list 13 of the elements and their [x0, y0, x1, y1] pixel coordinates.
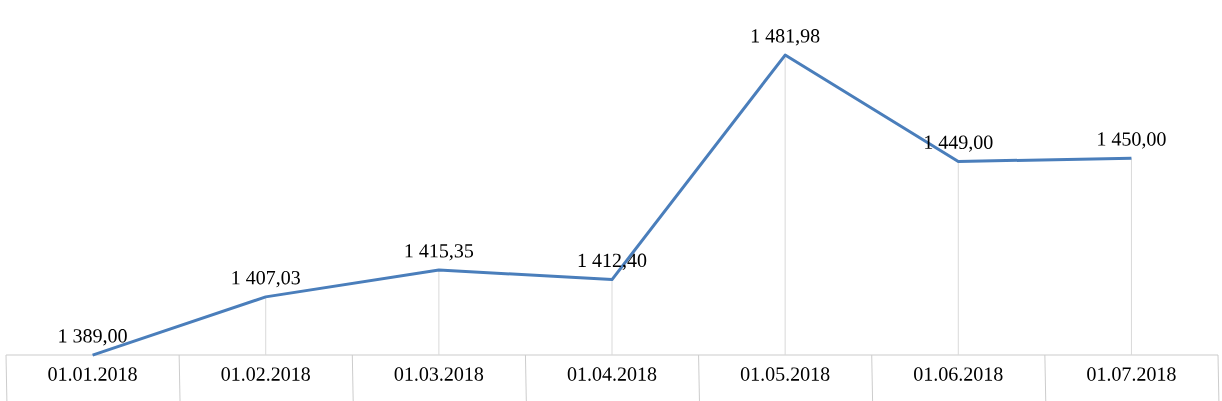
x-tick-label: 01.06.2018 — [914, 367, 1003, 381]
x-tick-label: 01.02.2018 — [221, 367, 310, 381]
data-label: 1 407,03 — [232, 270, 300, 288]
data-label: 1 389,00 — [59, 329, 127, 346]
x-tick-label: 01.07.2018 — [1087, 367, 1176, 381]
data-label: 1 449,00 — [925, 135, 993, 152]
x-tick-label: 01.05.2018 — [740, 367, 830, 381]
x-tick-label: 01.04.2018 — [567, 367, 657, 381]
data-label: 1 481,98 — [751, 29, 820, 46]
data-label: 1 415,35 — [405, 244, 474, 261]
x-tick-label: 01.03.2018 — [394, 367, 484, 381]
x-tick-label: 01.01.2018 — [48, 367, 137, 381]
data-label: 1 450,00 — [1098, 132, 1166, 149]
